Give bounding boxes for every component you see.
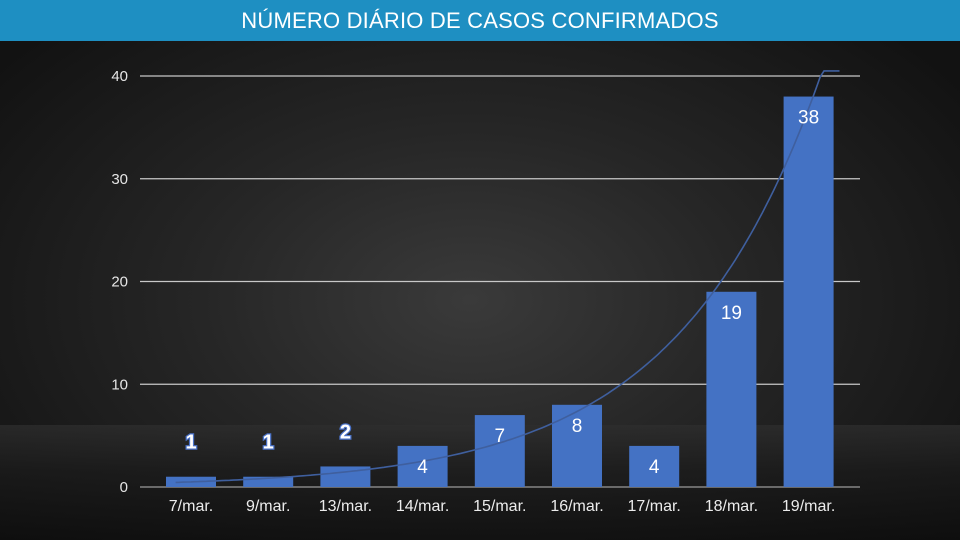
x-tick-label: 16/mar. <box>550 498 603 515</box>
title-bar: NÚMERO DIÁRIO DE CASOS CONFIRMADOS <box>0 0 960 41</box>
x-tick-label: 19/mar. <box>782 498 835 515</box>
x-tick-label: 7/mar. <box>169 498 213 515</box>
bar <box>397 445 448 487</box>
bar <box>320 466 371 487</box>
data-labels: 1 1 2 4 7 8 4 19 38 <box>184 108 819 478</box>
y-tick-label: 20 <box>111 274 128 291</box>
data-label: 19 <box>721 303 742 324</box>
bar <box>552 404 602 487</box>
bars <box>166 96 834 488</box>
x-tick-label: 9/mar. <box>246 498 290 515</box>
data-label: 8 <box>572 416 583 437</box>
bar <box>706 291 757 487</box>
bar <box>474 415 525 487</box>
data-label: 1 <box>263 432 274 454</box>
data-label: 4 <box>417 457 428 478</box>
chart-title: NÚMERO DIÁRIO DE CASOS CONFIRMADOS <box>241 7 719 33</box>
bar <box>243 476 294 487</box>
data-label: 4 <box>649 457 660 478</box>
x-tick-label: 17/mar. <box>628 498 681 515</box>
bar <box>783 96 834 488</box>
y-tick-label: 40 <box>111 68 128 85</box>
x-tick-label: 14/mar. <box>396 498 449 515</box>
y-tick-label: 0 <box>120 479 128 496</box>
trendline <box>175 70 840 484</box>
axis-labels: 0 10 20 30 40 7/mar. 9/mar. 13/mar. 14/mar. 15/ma… <box>111 68 835 515</box>
data-label: 7 <box>495 426 506 447</box>
x-tick-label: 15/mar. <box>473 498 526 515</box>
x-tick-label: 13/mar. <box>319 498 372 515</box>
data-label: 38 <box>798 108 819 129</box>
data-label: 1 <box>185 432 196 454</box>
data-label: 2 <box>340 421 351 443</box>
y-tick-label: 30 <box>111 171 128 188</box>
exponential-trendline <box>175 70 840 484</box>
y-tick-label: 10 <box>111 376 128 393</box>
bar <box>629 445 680 487</box>
x-tick-label: 18/mar. <box>705 498 758 515</box>
